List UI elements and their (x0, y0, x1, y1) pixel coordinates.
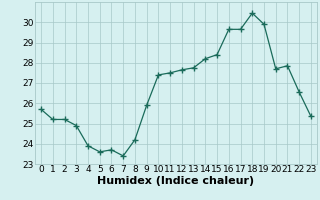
X-axis label: Humidex (Indice chaleur): Humidex (Indice chaleur) (97, 176, 255, 186)
